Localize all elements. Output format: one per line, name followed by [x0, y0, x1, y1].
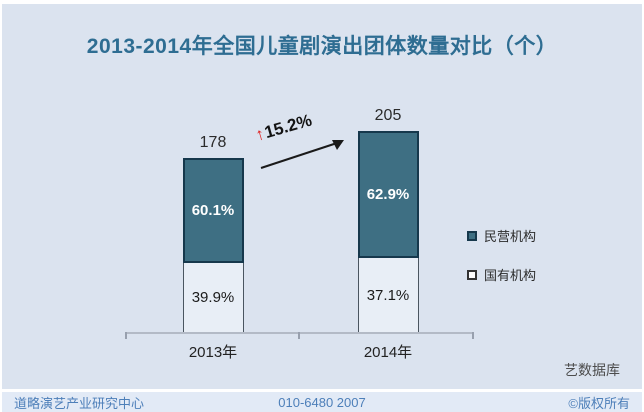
bar-segment-private-2013: 60.1% [182, 158, 244, 263]
footer-copyright: ©版权所有 [568, 395, 630, 411]
bar-total-label-2013: 178 [199, 134, 227, 151]
legend-item-state: 国有机构 [467, 265, 536, 284]
source-label: 艺数据库 [564, 362, 620, 378]
legend-label: 民营机构 [484, 229, 537, 244]
segment-pct-label: 60.1% [191, 202, 235, 219]
legend-item-private: 民营机构 [467, 226, 536, 245]
segment-pct-label: 39.9% [191, 289, 235, 306]
x-axis-label-2014: 2014年 [363, 344, 413, 361]
outlined-white-square-icon [467, 269, 477, 280]
footer-phone: 010-6480 2007 [278, 394, 366, 410]
axis-tick [298, 332, 300, 339]
footer-org-name: 道略演艺产业研究中心 [14, 395, 145, 411]
legend: 民营机构 国有机构 [467, 226, 536, 304]
x-axis-label-2013: 2013年 [188, 344, 238, 361]
filled-teal-square-icon [467, 230, 477, 241]
legend-label: 国有机构 [484, 268, 537, 283]
chart-background [2, 4, 642, 412]
stacked-bar-2014: 62.9% 37.1% [357, 131, 419, 333]
footer-bar: 道略演艺产业研究中心 010-6480 2007 ©版权所有 [2, 389, 642, 412]
chart-title: 2013-2014年全国儿童剧演出团体数量对比（个） [86, 35, 558, 58]
growth-arrow-icon [260, 140, 344, 169]
segment-pct-label: 62.9% [366, 186, 410, 203]
axis-tick [125, 332, 127, 339]
bar-total-label-2014: 205 [374, 107, 402, 124]
segment-pct-label: 37.1% [366, 286, 410, 304]
stacked-bar-2013: 60.1% 39.9% [182, 158, 244, 333]
axis-tick [472, 332, 474, 339]
bar-segment-private-2014: 62.9% [357, 131, 419, 258]
bar-segment-state-2013: 39.9% [182, 263, 244, 333]
bar-segment-state-2014: 37.1% [357, 258, 419, 333]
